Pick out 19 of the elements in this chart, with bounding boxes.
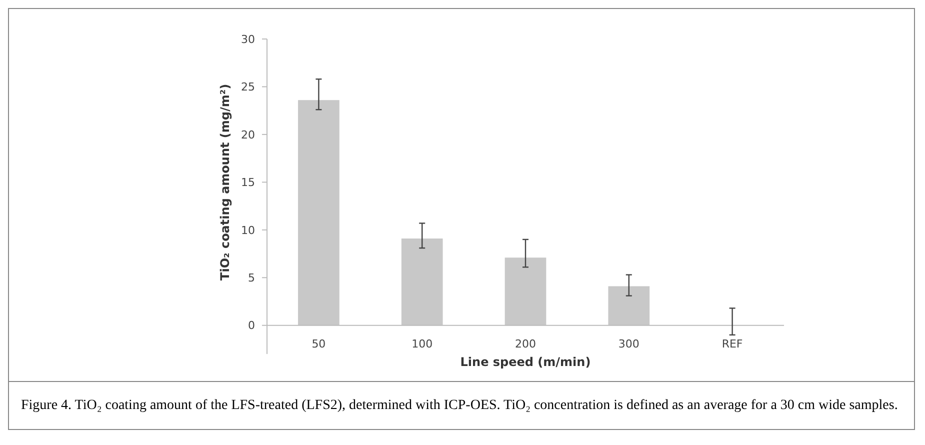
bar bbox=[504, 258, 546, 326]
caption: Figure 4. TiO₂ coating amount of the LFS-treated (LFS2), determined with ICP-OES. TiO₂ concentration is defined as an average for a 30 cm wide samples. bbox=[21, 397, 899, 415]
y-axis-title: TiO₂ coating amount (mg/m²) bbox=[218, 84, 232, 280]
x-tick-label: 200 bbox=[515, 337, 536, 350]
x-tick-label: 100 bbox=[412, 337, 433, 350]
x-tick-label: REF bbox=[722, 337, 743, 350]
y-tick-label: 10 bbox=[241, 224, 255, 237]
bar bbox=[401, 238, 443, 326]
y-tick-label: 30 bbox=[241, 32, 255, 46]
x-tick-label: 300 bbox=[618, 337, 640, 350]
bar bbox=[298, 100, 340, 326]
x-tick-label: 50 bbox=[312, 337, 326, 350]
y-tick-label: 25 bbox=[241, 80, 255, 94]
y-tick-label: 15 bbox=[241, 176, 255, 190]
y-tick-label: 20 bbox=[241, 128, 255, 142]
y-tick-label: 0 bbox=[248, 319, 255, 332]
y-tick-label: 5 bbox=[248, 271, 255, 284]
bar bbox=[608, 286, 650, 326]
x-axis-title: Line speed (m/min) bbox=[460, 354, 591, 369]
